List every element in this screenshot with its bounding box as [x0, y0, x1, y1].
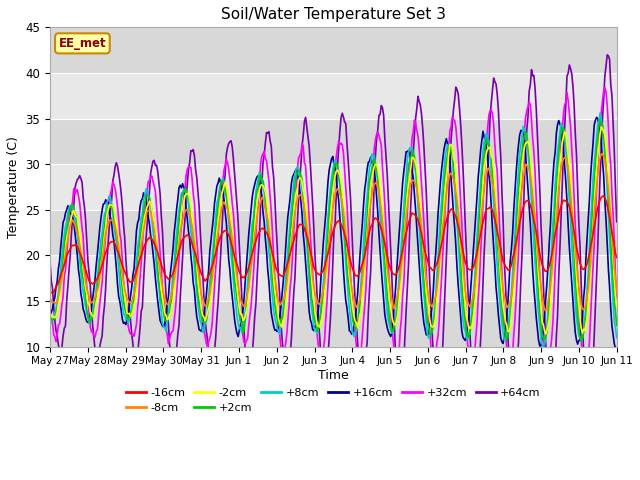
Bar [50, 210, 617, 255]
Bar [50, 301, 617, 347]
Title: Soil/Water Temperature Set 3: Soil/Water Temperature Set 3 [221, 7, 446, 22]
Text: EE_met: EE_met [59, 37, 106, 50]
Y-axis label: Temperature (C): Temperature (C) [7, 136, 20, 238]
Bar [50, 27, 617, 73]
Bar [50, 164, 617, 210]
Bar [50, 119, 617, 164]
Legend: -16cm, -8cm, -2cm, +2cm, +8cm, +16cm, +32cm, +64cm: -16cm, -8cm, -2cm, +2cm, +8cm, +16cm, +3… [122, 384, 545, 418]
Bar [50, 255, 617, 301]
X-axis label: Time: Time [318, 369, 349, 382]
Bar [50, 73, 617, 119]
